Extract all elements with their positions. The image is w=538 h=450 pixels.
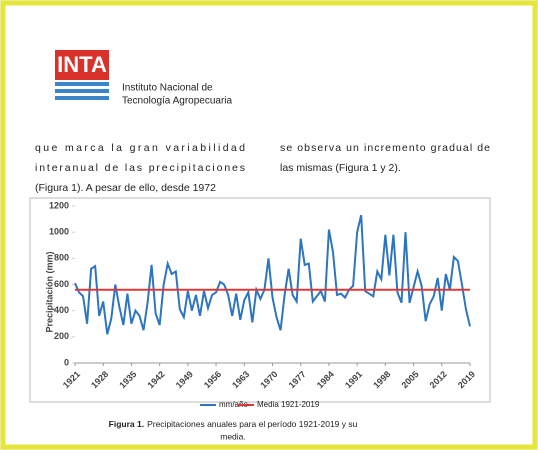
body-text-line: (Figura 1). A pesar de ello, desde 1972 <box>35 182 216 194</box>
y-tick-label: 1000 <box>49 227 69 237</box>
y-tick-label: 600 <box>54 279 69 289</box>
body-text-line: que marca la gran variabilidad <box>35 142 245 154</box>
body-text-line: las mismas (Figura 1 y 2). <box>280 162 401 174</box>
y-tick-label: 800 <box>54 253 69 263</box>
caption-line: Figura 1. Precipitaciones anuales para el… <box>109 419 358 429</box>
caption-text: Precipitaciones anuales para el período … <box>147 419 358 429</box>
y-tick-label: 200 <box>54 331 69 341</box>
body-text-line: se observa un incremento gradual de <box>280 142 490 154</box>
legend-label: mm/año <box>219 400 248 409</box>
y-tick-label: 400 <box>54 305 69 315</box>
logo-stripe <box>55 96 109 100</box>
body-text-line: interanual de las precipitaciones <box>35 162 245 174</box>
legend-label: Media 1921-2019 <box>257 400 320 409</box>
institution-line: Instituto Nacional de <box>122 83 213 94</box>
y-tick-label: 1200 <box>49 200 69 210</box>
logo-text: INTA <box>57 52 107 77</box>
logo: INTA <box>55 50 109 100</box>
institution-line: Tecnología Agropecuaria <box>122 96 233 107</box>
chart-frame <box>29 197 491 403</box>
logo-stripe <box>55 89 109 93</box>
data-line <box>74 214 471 335</box>
y-tick-label: 0 <box>64 357 69 367</box>
caption-label: Figura 1. <box>109 419 144 429</box>
logo-box <box>55 50 109 80</box>
caption-line: media. <box>220 431 246 441</box>
y-axis-label: Precipitación (mm) <box>44 251 54 332</box>
logo-stripe <box>55 82 109 86</box>
